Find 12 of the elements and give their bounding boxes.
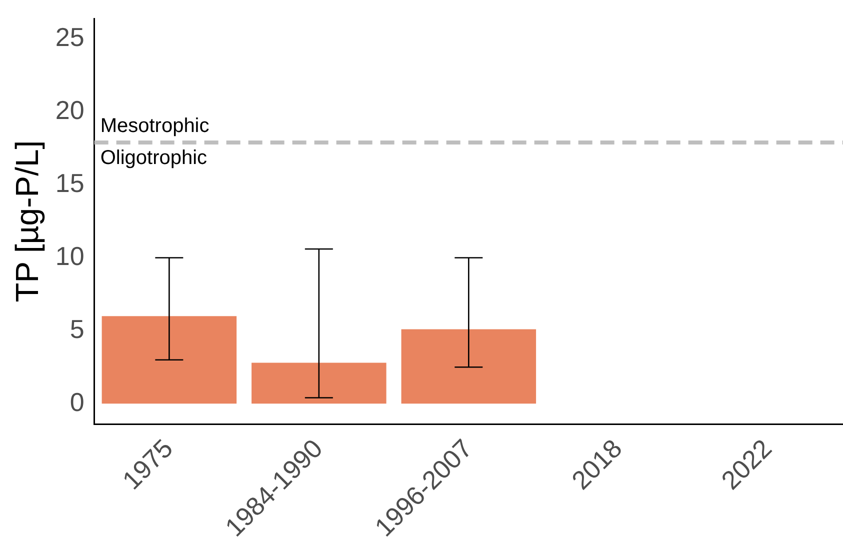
y-tick-label: 5 (70, 314, 84, 344)
y-tick-label: 20 (55, 95, 84, 126)
y-axis-title: TP [µg-P/L] (9, 140, 46, 302)
y-tick-label: 0 (70, 386, 84, 417)
y-tick-label: 15 (55, 168, 84, 198)
bar (252, 362, 386, 404)
bar (102, 316, 237, 404)
annotation: Mesotrophic (100, 115, 210, 138)
y-tick-label: 25 (55, 22, 84, 52)
annotation: Oligotrophic (100, 147, 208, 170)
y-tick-label: 10 (55, 240, 84, 271)
bar (401, 329, 536, 404)
